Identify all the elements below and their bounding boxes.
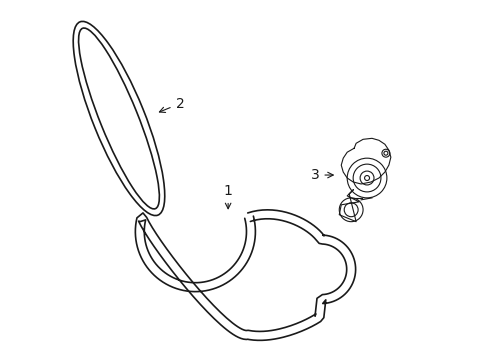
Text: 3: 3 — [310, 168, 333, 182]
Text: 1: 1 — [223, 184, 232, 209]
Text: 2: 2 — [159, 96, 184, 112]
